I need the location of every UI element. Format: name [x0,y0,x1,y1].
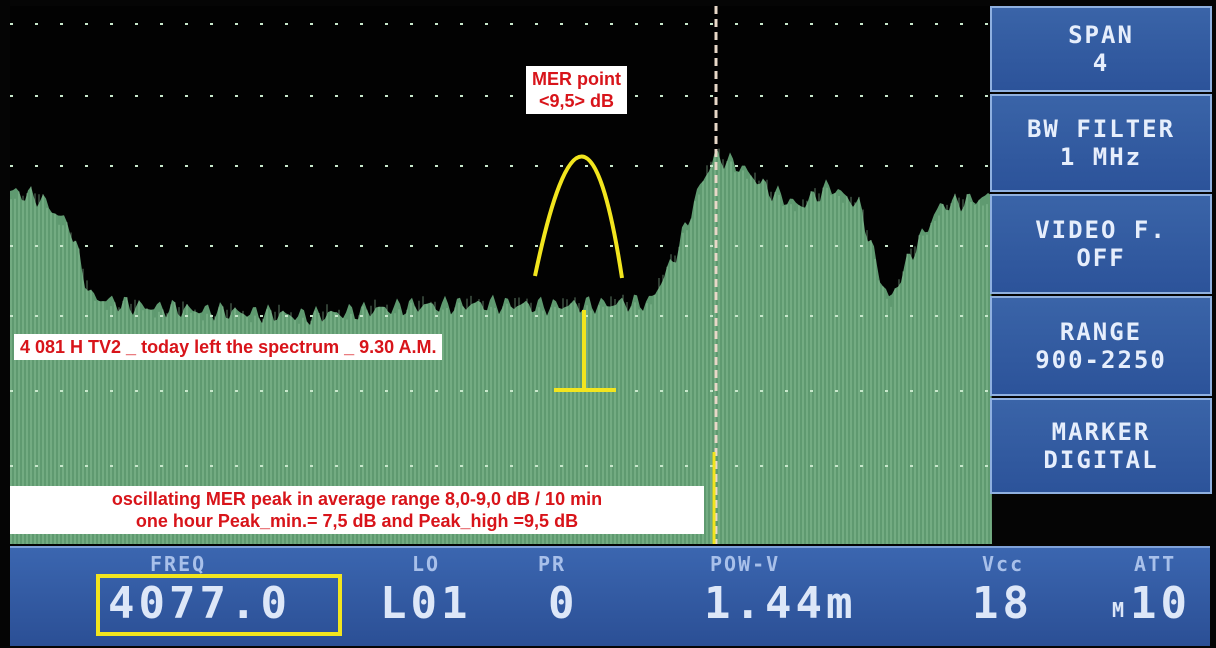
spectrum-display [10,6,992,544]
oscillating-line1: oscillating MER peak in average range 8,… [111,489,603,509]
span-value: 4 [1092,49,1110,77]
tv2-annotation: 4 081 H TV2 _ today left the spectrum _ … [14,334,443,360]
freq-value[interactable]: 4077.0 [108,578,291,629]
freq-highlight-box [96,574,342,636]
oscillating-line2: one hour Peak_min.= 7,5 dB and Peak_high… [135,511,579,531]
mer-arc [533,154,624,279]
pr-value: 0 [548,578,579,629]
pow-value: 1.44m [704,578,857,629]
video-filter-value: OFF [1076,244,1126,272]
range-button[interactable]: RANGE 900-2250 [990,296,1212,396]
marker-label: MARKER [1051,418,1151,446]
vcc-value: 18 [972,578,1033,629]
spectrum-trace [10,6,992,544]
lo-label: LO [412,552,441,576]
bw-filter-button[interactable]: BW FILTER 1 MHz [990,94,1212,192]
range-value: 900-2250 [1035,346,1167,374]
span-label: SPAN [1068,21,1134,49]
att-label: ATT [1134,552,1177,576]
mer-point-line1: MER point [532,69,621,89]
att-value: 10 [1130,578,1191,629]
span-button[interactable]: SPAN 4 [990,6,1212,92]
mer-point-annotation: MER point <9,5> dB [526,66,627,114]
oscillating-annotation: oscillating MER peak in average range 8,… [10,486,704,534]
att-prefix: M [1112,598,1129,622]
mer-point-line2: <9,5> dB [538,91,615,111]
marker-value: DIGITAL [1043,446,1159,474]
vcc-label: Vcc [982,552,1025,576]
marker-button[interactable]: MARKER DIGITAL [990,398,1212,494]
pr-label: PR [538,552,567,576]
pow-label: POW-V [710,552,781,576]
video-filter-label: VIDEO F. [1035,216,1167,244]
range-label: RANGE [1059,318,1143,346]
lo-value: L01 [380,578,472,629]
status-bar: FREQ 4077.0 LO L01 PR 0 POW-V 1.44m Vcc … [10,546,1210,646]
bw-filter-value: 1 MHz [1059,143,1143,171]
video-filter-button[interactable]: VIDEO F. OFF [990,194,1212,294]
freq-label: FREQ [150,552,207,576]
bw-filter-label: BW FILTER [1026,115,1176,143]
